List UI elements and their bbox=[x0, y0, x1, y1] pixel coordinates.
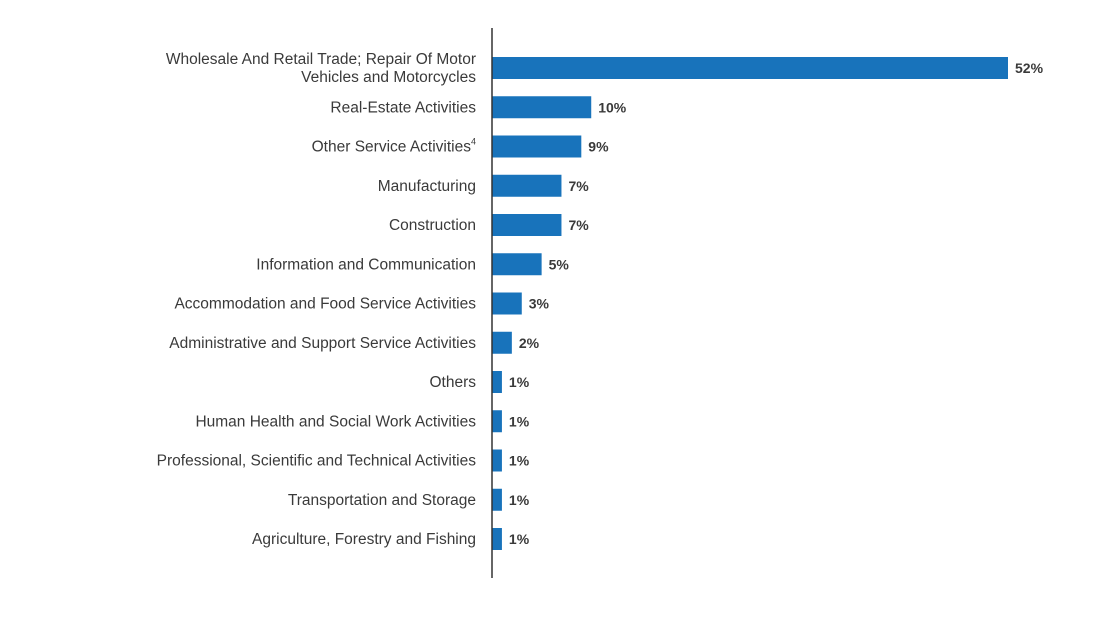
category-label-0: Wholesale And Retail Trade; Repair Of Mo… bbox=[166, 51, 476, 86]
value-label-8: 1% bbox=[509, 374, 530, 390]
value-label-11: 1% bbox=[509, 492, 530, 508]
value-label-0: 52% bbox=[1015, 60, 1044, 76]
bar-4 bbox=[492, 214, 562, 236]
value-label-9: 1% bbox=[509, 413, 530, 429]
value-label-2: 9% bbox=[588, 139, 609, 155]
value-label-1: 10% bbox=[598, 99, 627, 115]
bar-5 bbox=[492, 253, 542, 276]
bar-6 bbox=[492, 292, 522, 315]
value-label-5: 5% bbox=[549, 256, 570, 272]
category-labels-group: Wholesale And Retail Trade; Repair Of Mo… bbox=[157, 51, 477, 548]
value-label-10: 1% bbox=[509, 453, 530, 469]
category-label-5: Information and Communication bbox=[256, 256, 476, 273]
bar-9 bbox=[492, 410, 502, 433]
bar-12 bbox=[492, 528, 502, 550]
category-label-3: Manufacturing bbox=[378, 178, 476, 195]
bar-0 bbox=[492, 57, 1008, 79]
category-label-1: Real-Estate Activities bbox=[330, 99, 476, 116]
category-label-6: Accommodation and Food Service Activitie… bbox=[174, 296, 476, 313]
value-label-6: 3% bbox=[529, 296, 550, 312]
category-label-12: Agriculture, Forestry and Fishing bbox=[252, 531, 476, 548]
category-label-2: Other Service Activities4 bbox=[312, 137, 476, 156]
category-label-11: Transportation and Storage bbox=[288, 492, 476, 509]
bar-1 bbox=[492, 96, 592, 119]
bars-group bbox=[492, 57, 1008, 550]
category-label-10: Professional, Scientific and Technical A… bbox=[157, 453, 477, 470]
bar-3 bbox=[492, 174, 562, 197]
footnote-marker: 4 bbox=[471, 137, 476, 147]
value-labels-group: 52% 10% 9% 7% 7% 5% 3% 2% 1% 1% 1% 1% 1% bbox=[509, 60, 1044, 547]
bar-8 bbox=[492, 371, 502, 393]
value-label-12: 1% bbox=[509, 531, 530, 547]
bar-11 bbox=[492, 488, 502, 511]
category-label-8: Others bbox=[429, 374, 476, 391]
bar-7 bbox=[492, 331, 512, 354]
category-label-4: Construction bbox=[389, 217, 476, 234]
value-label-4: 7% bbox=[568, 217, 589, 233]
value-label-7: 2% bbox=[519, 335, 540, 351]
category-label-7: Administrative and Support Service Activ… bbox=[169, 335, 476, 352]
bar-10 bbox=[492, 449, 502, 472]
bar-2 bbox=[492, 135, 582, 158]
value-label-3: 7% bbox=[568, 178, 589, 194]
category-label-9: Human Health and Social Work Activities bbox=[195, 413, 476, 430]
